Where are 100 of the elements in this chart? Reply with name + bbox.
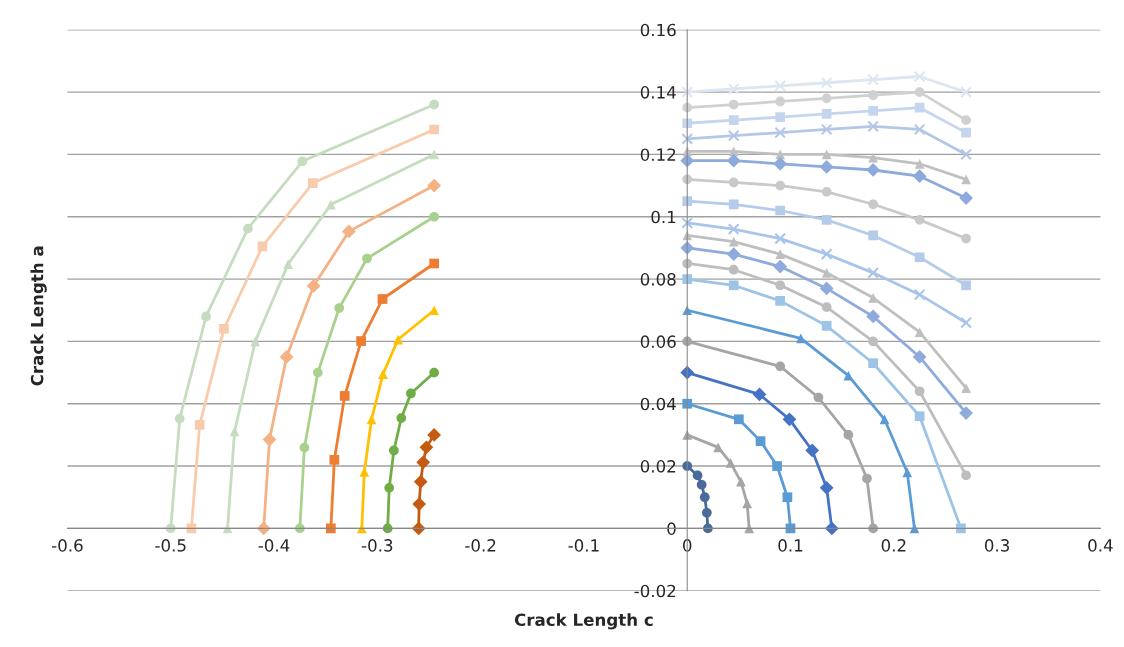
point	[868, 230, 879, 241]
point	[297, 156, 308, 167]
point	[867, 73, 880, 86]
point	[775, 361, 786, 372]
point	[682, 196, 693, 207]
point	[681, 86, 694, 98]
point	[429, 124, 439, 135]
point	[728, 264, 739, 275]
point	[821, 186, 832, 197]
point	[820, 76, 833, 89]
point	[699, 492, 710, 503]
y-axis-title: Crack Length a	[30, 246, 47, 386]
point	[821, 109, 832, 119]
point	[725, 458, 736, 468]
point	[429, 211, 439, 222]
point	[727, 223, 740, 236]
point	[775, 296, 786, 306]
point	[868, 152, 879, 163]
point	[961, 280, 971, 291]
point	[429, 367, 439, 378]
x-tick-label: 0.4	[1088, 539, 1113, 552]
point	[819, 481, 834, 495]
point	[681, 217, 694, 229]
point	[775, 280, 786, 291]
point	[912, 169, 927, 184]
point	[773, 156, 788, 171]
point	[913, 70, 926, 83]
point	[250, 336, 261, 347]
y-tick-label: 0.14	[640, 86, 676, 99]
point	[219, 324, 229, 334]
point	[774, 79, 787, 92]
y-tick-label: 0.06	[640, 335, 676, 348]
point	[378, 369, 388, 379]
x-tick-label: -0.1	[568, 539, 599, 552]
point	[959, 406, 973, 420]
point	[427, 428, 442, 442]
point	[775, 249, 786, 259]
point	[775, 205, 786, 216]
x-tick-label: -0.6	[52, 539, 83, 552]
point	[961, 233, 971, 244]
point	[820, 248, 833, 261]
point	[325, 199, 336, 210]
point	[726, 153, 741, 168]
y-tick-label: 0.04	[640, 397, 676, 411]
point	[329, 454, 340, 465]
x-tick-label: -0.5	[155, 539, 186, 552]
point	[912, 350, 927, 364]
point	[362, 253, 372, 264]
point	[429, 305, 439, 316]
point	[867, 266, 880, 279]
x-tick-label: -0.2	[465, 539, 496, 552]
point	[713, 442, 724, 453]
point	[868, 336, 879, 347]
point	[868, 199, 879, 210]
point	[879, 414, 890, 425]
point	[774, 126, 787, 139]
point	[961, 174, 971, 185]
point	[299, 442, 310, 453]
y-tick-label: -0.02	[634, 584, 676, 598]
point	[752, 387, 767, 402]
point	[868, 292, 879, 303]
point	[728, 115, 739, 125]
point	[960, 148, 973, 161]
point	[821, 215, 832, 225]
point	[429, 149, 439, 160]
point	[902, 467, 913, 478]
point	[914, 102, 925, 113]
point	[406, 388, 416, 399]
point	[866, 309, 881, 324]
y-tick-label: 0.08	[640, 273, 676, 286]
point	[862, 473, 872, 484]
point	[279, 350, 294, 364]
point	[194, 420, 205, 430]
point	[914, 252, 925, 263]
point	[914, 87, 925, 97]
point	[377, 294, 388, 304]
point	[429, 258, 439, 269]
point	[307, 178, 318, 188]
point	[821, 267, 832, 278]
point	[961, 383, 971, 394]
point	[795, 333, 806, 344]
point	[692, 470, 703, 481]
point	[384, 483, 395, 493]
point	[429, 99, 439, 110]
x-tick-label: -0.4	[258, 539, 290, 552]
point	[416, 455, 431, 470]
point	[821, 302, 832, 312]
point	[728, 99, 739, 110]
point	[728, 280, 739, 291]
y-tick-label: 0.1	[651, 210, 676, 224]
point	[843, 370, 854, 381]
point	[388, 445, 399, 456]
point	[868, 105, 879, 116]
point	[868, 358, 879, 369]
point	[774, 232, 787, 245]
point	[727, 129, 740, 142]
point	[819, 160, 834, 174]
point	[682, 398, 693, 409]
point	[914, 158, 925, 169]
point	[413, 474, 428, 489]
